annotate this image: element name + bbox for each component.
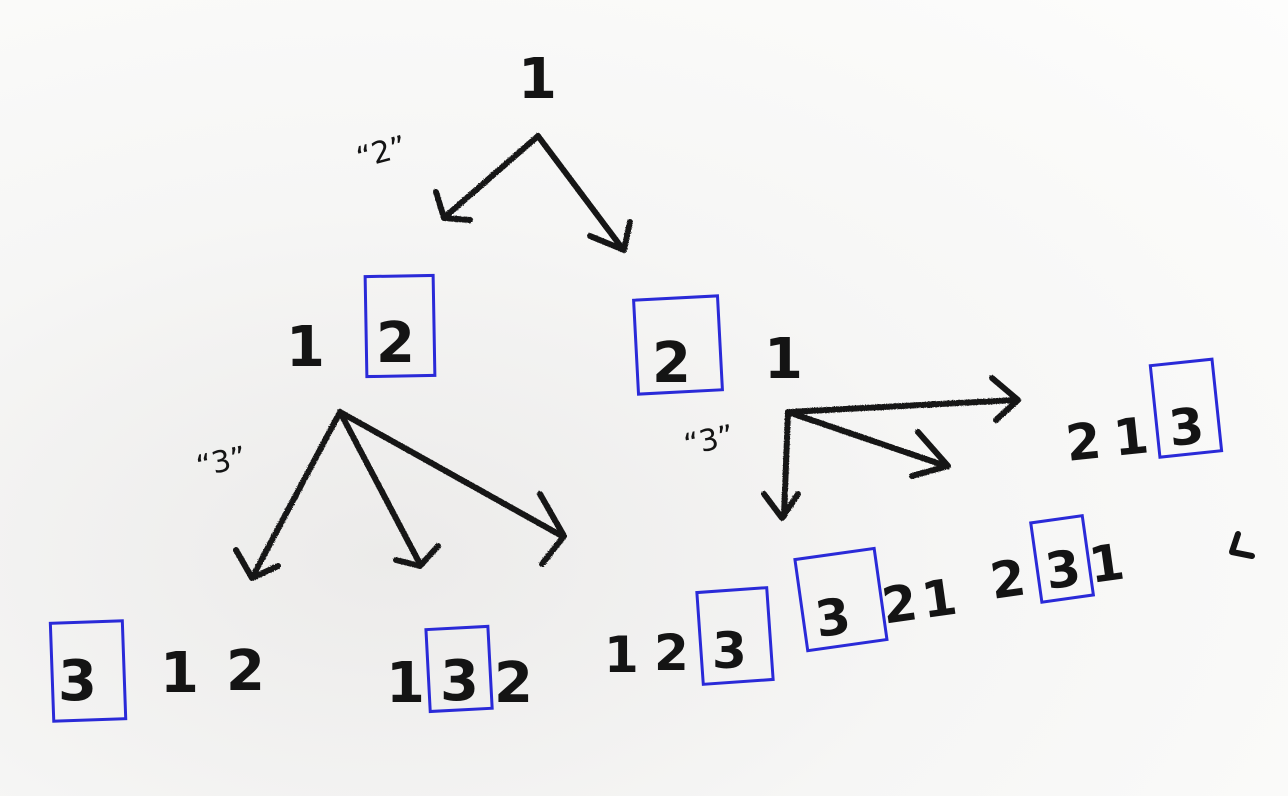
highlight-box [363,273,437,379]
arrow-b-to-213-head [989,375,1021,423]
digit: 2 [226,639,265,704]
digit: 1 [386,651,425,716]
node-b-arrows [761,375,1021,521]
arrow-root-to-left [443,133,541,219]
highlight-box [1148,357,1224,459]
digit: 1 [160,641,199,706]
highlight-box [793,546,889,653]
root-node: 1 [518,47,557,112]
level2-leaf-132: 1 3 2 [386,624,533,716]
digit: 3 [1166,397,1207,458]
level2-leaf-213: 2 1 3 [1063,357,1224,473]
digit: 3 [812,587,855,649]
digit: 1 [286,315,325,380]
arrow-b-to-213 [785,397,1019,415]
arrow-b-to-231 [785,409,949,469]
arrow-b-to-321-head [761,491,801,521]
digit: 1 [918,568,961,630]
level2-leaf-321: 3 2 1 [793,546,961,653]
digit: 1 [1111,406,1152,467]
arrow-root-to-right [535,133,625,251]
level1-node-b: 2 1 [632,294,803,396]
root-arrows [433,133,633,253]
digit: 3 [1042,539,1085,601]
level2-leaf-123: 1 2 3 [604,586,775,686]
highlight-box [632,294,724,396]
arrow-a-to-312-head [233,547,281,581]
level2-leaf-231: 2 3 1 [987,513,1128,611]
arrow-b-to-321 [781,409,791,519]
digit: 2 [654,624,689,682]
digit: 2 [1063,411,1104,472]
level1-node-a: 1 2 [286,273,437,380]
digit: 2 [652,331,691,396]
arrow-root-to-left-head [433,189,473,223]
digit: 1 [604,626,639,684]
digit: 2 [987,549,1030,611]
arrow-b-to-231-head [909,429,951,479]
arrow-root-to-right-head [587,219,633,253]
digit: 2 [494,651,533,716]
highlight-box [1029,513,1096,604]
arrow-a-to-123-head [537,491,567,567]
digit: 2 [878,573,921,635]
branch-label-level1: “2” [353,129,411,176]
level2-leaf-312: 3 1 2 [48,619,265,723]
digit: 2 [376,311,415,376]
branch-label-level2-b: “3” [681,418,737,463]
branch-label-level2-a: “3” [193,440,249,485]
highlight-box [48,619,128,723]
digit: 1 [1085,533,1128,595]
arrow-a-to-123 [337,409,565,539]
cropped-arrow-fragment [1229,531,1255,559]
digit: 3 [440,649,479,714]
highlight-box [695,586,775,686]
digit: 3 [712,622,747,680]
arrow-a-to-132-head [393,543,441,569]
arrow-a-to-132 [337,409,423,567]
digit: 1 [764,327,803,392]
node-a-arrows [233,409,567,581]
digit: 3 [58,649,97,714]
highlight-box [424,624,494,714]
arrow-a-to-312 [251,409,343,577]
